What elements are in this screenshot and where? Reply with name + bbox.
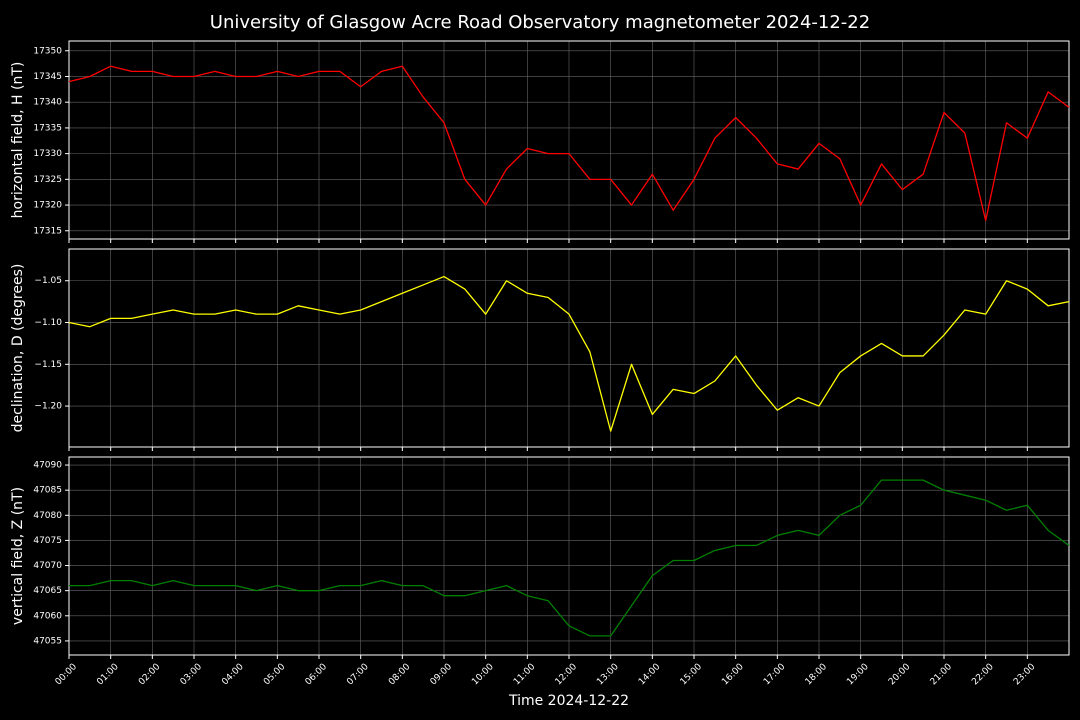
y-tick-label: 47090 bbox=[33, 461, 62, 471]
y-tick-label: 17345 bbox=[33, 72, 62, 82]
x-tick-label: 01:00 bbox=[95, 662, 121, 688]
x-tick-label: 12:00 bbox=[554, 662, 580, 688]
plot-frame bbox=[68, 40, 1070, 240]
x-axis-label: Time 2024-12-22 bbox=[508, 693, 629, 709]
x-tick-label: 04:00 bbox=[220, 662, 246, 688]
x-tick-label: 20:00 bbox=[887, 662, 913, 688]
x-tick-label: 16:00 bbox=[720, 662, 746, 688]
x-tick-label: 17:00 bbox=[762, 662, 788, 688]
x-tick-label: 13:00 bbox=[595, 662, 621, 688]
y-tick-label: 17325 bbox=[33, 175, 62, 185]
y-tick-label: 47070 bbox=[33, 561, 62, 571]
y-tick-label: 47060 bbox=[33, 611, 62, 621]
y-tick-label: 17320 bbox=[33, 201, 62, 211]
x-tick-label: 06:00 bbox=[304, 662, 330, 688]
y-tick-label: −1.20 bbox=[34, 402, 62, 412]
y-tick-label: 47085 bbox=[33, 486, 62, 496]
y-axis-label: horizontal field, H (nT) bbox=[10, 62, 26, 219]
y-tick-label: 47055 bbox=[33, 636, 62, 646]
y-tick-label: 47065 bbox=[33, 586, 62, 596]
x-tick-label: 02:00 bbox=[137, 662, 163, 688]
y-tick-label: −1.10 bbox=[34, 318, 62, 328]
y-axis-label: vertical field, Z (nT) bbox=[10, 487, 26, 625]
x-tick-label: 07:00 bbox=[345, 662, 371, 688]
y-tick-label: −1.05 bbox=[34, 276, 62, 286]
y-axis-label: declination, D (degrees) bbox=[10, 264, 26, 433]
plot-frame bbox=[68, 456, 1070, 656]
x-tick-label: 00:00 bbox=[54, 662, 80, 688]
chart-title: University of Glasgow Acre Road Observat… bbox=[210, 12, 870, 33]
x-tick-label: 22:00 bbox=[970, 662, 996, 688]
x-tick-label: 11:00 bbox=[512, 662, 538, 688]
y-tick-label: 17350 bbox=[33, 46, 62, 56]
x-tick-label: 15:00 bbox=[679, 662, 705, 688]
y-tick-label: 17340 bbox=[33, 98, 62, 108]
x-tick-label: 21:00 bbox=[929, 662, 955, 688]
y-tick-label: 47075 bbox=[33, 536, 62, 546]
plot-frame bbox=[68, 248, 1070, 448]
x-tick-label: 18:00 bbox=[804, 662, 830, 688]
x-tick-label: 19:00 bbox=[845, 662, 871, 688]
y-tick-label: −1.15 bbox=[34, 360, 62, 370]
y-tick-label: 47080 bbox=[33, 511, 62, 521]
y-tick-label: 17335 bbox=[33, 123, 62, 133]
x-tick-label: 09:00 bbox=[429, 662, 455, 688]
y-tick-label: 17315 bbox=[33, 226, 62, 236]
x-tick-label: 10:00 bbox=[470, 662, 496, 688]
x-tick-label: 03:00 bbox=[179, 662, 205, 688]
x-tick-label: 14:00 bbox=[637, 662, 663, 688]
data-line bbox=[68, 275, 1070, 432]
x-tick-label: 05:00 bbox=[262, 662, 288, 688]
data-line bbox=[69, 479, 1070, 637]
x-tick-label: 08:00 bbox=[387, 662, 413, 688]
x-tick-label: 23:00 bbox=[1012, 662, 1038, 688]
y-tick-label: 17330 bbox=[33, 149, 62, 159]
data-line bbox=[68, 65, 1070, 222]
